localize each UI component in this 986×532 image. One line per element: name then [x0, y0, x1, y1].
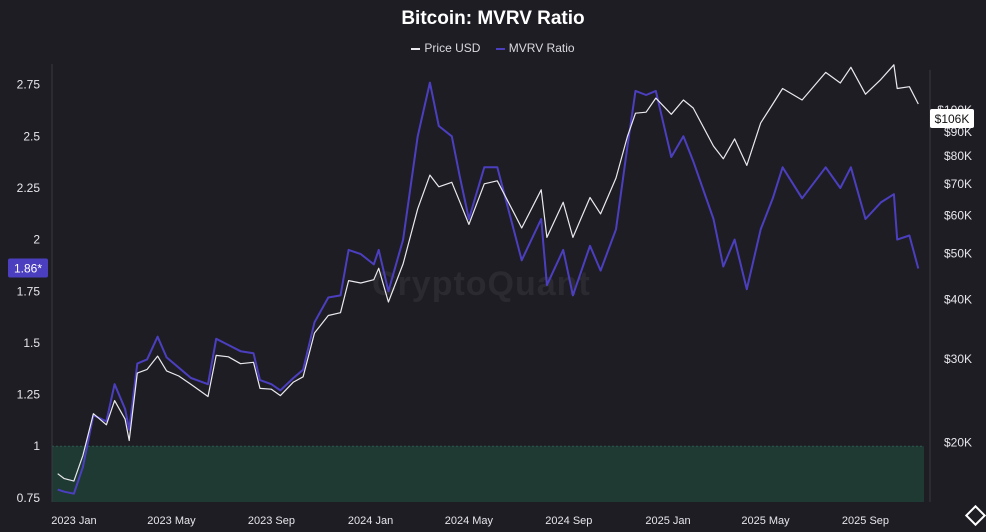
chart-title: Bitcoin: MVRV Ratio	[401, 8, 585, 29]
x-tick-label: 2023 Sep	[248, 515, 295, 527]
x-tick-label: 2024 May	[445, 515, 494, 527]
left-tick-label: 2.75	[17, 78, 41, 92]
right-tick-label: $20K	[944, 436, 972, 450]
series-line-price	[57, 64, 919, 482]
x-tick-label: 2024 Sep	[545, 515, 592, 527]
legend-label-price: Price USD	[424, 41, 481, 55]
left-tick-label: 2.25	[17, 181, 41, 195]
source-badge: @ A	[964, 504, 986, 527]
current-mvrv-label: 1.86*	[14, 262, 42, 276]
series-line-mvrv	[57, 81, 920, 495]
right-tick-label: $90K	[944, 125, 972, 139]
binance-logo-icon	[964, 504, 986, 527]
x-tick-label: 2025 Sep	[842, 515, 889, 527]
right-tick-label: $60K	[944, 209, 972, 223]
x-tick-label: 2025 Jan	[645, 515, 690, 527]
current-price-label: $106K	[935, 112, 970, 126]
right-tick-label: $80K	[944, 149, 972, 163]
undervalued-zone	[52, 446, 924, 502]
x-tick-label: 2025 May	[741, 515, 790, 527]
current-mvrv-badge	[8, 258, 48, 278]
legend-label-mvrv: MVRV Ratio	[508, 41, 575, 55]
left-tick-label: 1.75	[17, 284, 41, 298]
right-tick-label: $50K	[944, 246, 972, 260]
x-tick-label: 2023 Jan	[51, 515, 96, 527]
left-tick-label: 1	[33, 439, 40, 453]
current-price-badge	[930, 109, 974, 128]
legend-item-mvrv[interactable]: MVRV Ratio	[495, 41, 575, 55]
legend-item-price[interactable]: Price USD	[411, 41, 480, 55]
x-tick-label: 2024 Jan	[348, 515, 393, 527]
legend-swatch-price	[411, 47, 421, 50]
right-tick-label: $30K	[944, 352, 972, 366]
legend-swatch-mvrv	[495, 47, 505, 50]
left-tick-label: 0.75	[17, 491, 41, 505]
left-tick-label: 2	[33, 233, 40, 247]
left-tick-label: 1.5	[23, 336, 40, 350]
right-tick-label: $70K	[944, 177, 972, 191]
x-tick-label: 2023 May	[147, 515, 196, 527]
left-tick-label: 2.5	[23, 129, 40, 143]
chart-legend: Price USD MVRV Ratio	[0, 41, 986, 55]
right-tick-label: $40K	[944, 292, 972, 306]
left-tick-label: 1.25	[17, 388, 41, 402]
